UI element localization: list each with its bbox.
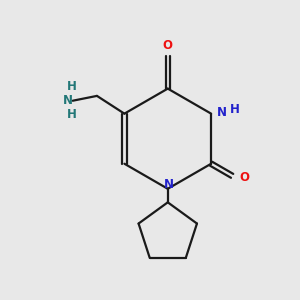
Text: O: O — [163, 39, 173, 52]
Text: H: H — [67, 80, 76, 93]
Text: N: N — [62, 94, 73, 106]
Text: O: O — [239, 171, 249, 184]
Text: N: N — [164, 178, 174, 191]
Text: H: H — [67, 109, 76, 122]
Text: N: N — [217, 106, 227, 119]
Text: H: H — [230, 103, 240, 116]
